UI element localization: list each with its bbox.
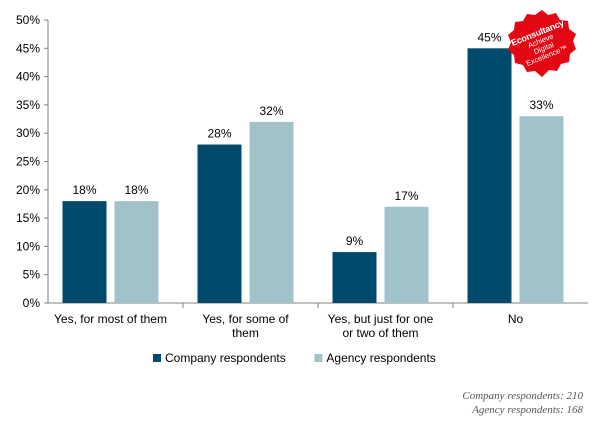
y-axis: 0% 5% 10% 15% 20% 25% 30% 35% 40% 45% 50%	[16, 13, 588, 310]
y-tick-label: 0%	[23, 296, 41, 310]
legend: Company respondents Agency respondents	[153, 351, 436, 365]
bar	[332, 252, 377, 303]
bar	[519, 116, 564, 303]
footnote-company: Company respondents: 210	[462, 390, 583, 402]
footnote-agency: Agency respondents: 168	[472, 404, 583, 416]
category-label: No	[508, 312, 524, 326]
bar	[249, 121, 294, 303]
bar	[62, 201, 107, 303]
bar	[114, 201, 159, 303]
data-label: 17%	[394, 189, 418, 203]
category-label: them	[232, 326, 259, 340]
legend-label: Agency respondents	[326, 351, 435, 365]
data-labels: 18% 18% 28% 32% 9% 17% 45% 33%	[72, 30, 553, 248]
category-label: Yes, for some of	[202, 312, 289, 326]
y-tick-label: 45%	[16, 41, 40, 55]
legend-label: Company respondents	[165, 351, 286, 365]
bar	[467, 48, 512, 303]
y-tick-label: 30%	[16, 126, 40, 140]
data-label: 18%	[72, 183, 96, 197]
category-label: Yes, but just for one	[328, 312, 434, 326]
y-tick-label: 10%	[16, 239, 40, 253]
y-tick-label: 35%	[16, 98, 40, 112]
y-tick-label: 20%	[16, 183, 40, 197]
legend-swatch	[153, 354, 161, 362]
y-tick-label: 50%	[16, 13, 40, 27]
data-label: 18%	[124, 183, 148, 197]
bar	[197, 144, 242, 303]
logo-seal-icon	[508, 10, 576, 77]
y-tick-label: 5%	[23, 268, 41, 282]
data-label: 33%	[529, 98, 553, 112]
econsultancy-logo: Econsultancy Achieve Digital Excellence™	[506, 8, 578, 80]
bars	[62, 48, 564, 303]
y-tick-label: 25%	[16, 155, 40, 169]
data-label: 32%	[259, 104, 283, 118]
category-label: Yes, for most of them	[54, 312, 167, 326]
bar	[384, 206, 429, 303]
legend-swatch	[314, 354, 323, 362]
y-tick-label: 15%	[16, 211, 40, 225]
x-axis: Yes, for most of them Yes, for some ofthe…	[54, 312, 523, 340]
data-label: 9%	[346, 234, 364, 248]
y-tick-label: 40%	[16, 70, 40, 84]
category-label: or two of them	[342, 326, 418, 340]
data-label: 28%	[207, 127, 231, 141]
data-label: 45%	[477, 30, 501, 44]
